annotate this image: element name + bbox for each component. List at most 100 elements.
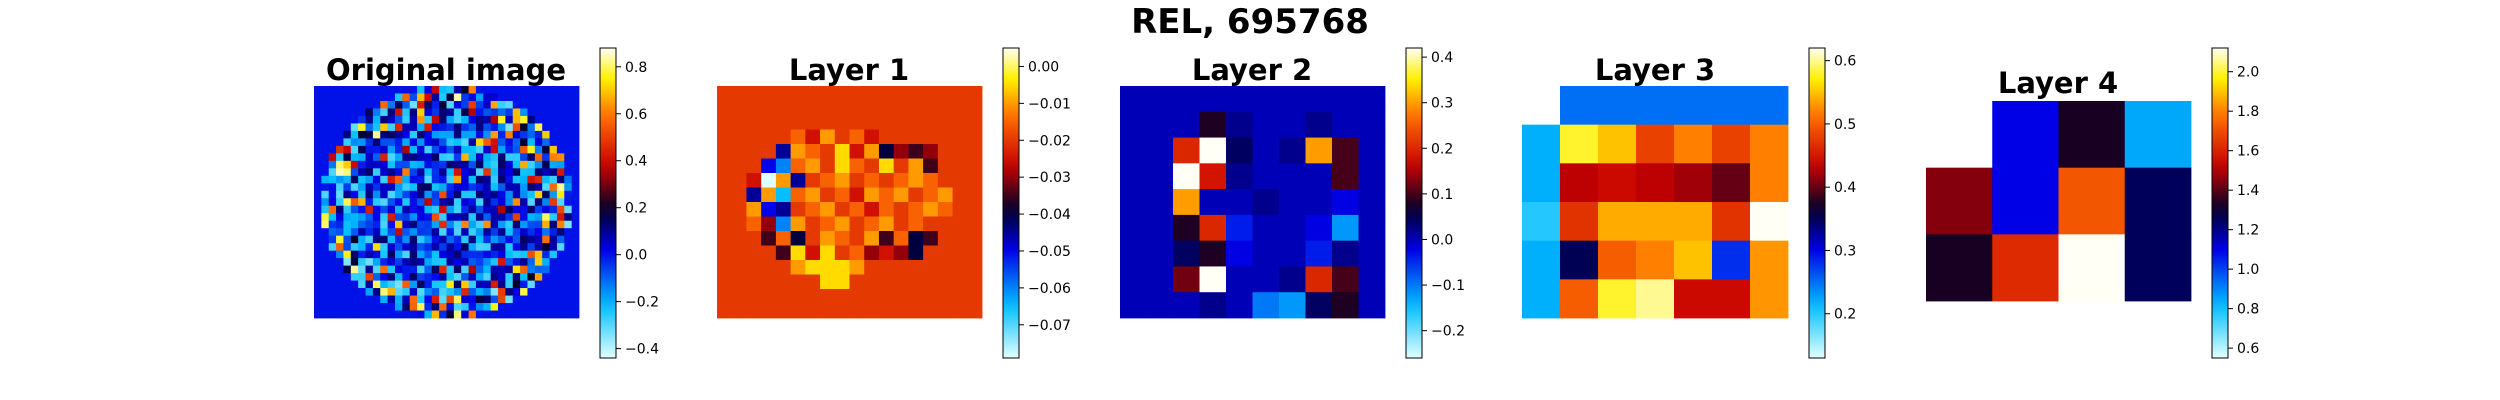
heatmap-cell (790, 129, 806, 145)
heatmap-cell (1560, 86, 1599, 126)
heatmap-cell (820, 173, 836, 188)
heatmap-cell (498, 213, 506, 222)
heatmap-cell (431, 280, 440, 289)
heatmap-cell (453, 213, 462, 222)
heatmap-cell (556, 160, 565, 169)
heatmap-cell (820, 129, 836, 145)
heatmap-cell (417, 235, 425, 244)
heatmap-cell (350, 295, 359, 304)
heatmap-cell (350, 108, 359, 117)
heatmap-cell (446, 258, 455, 267)
heatmap-cell (409, 235, 418, 244)
heatmap-cell (372, 100, 381, 109)
heatmap-cell (461, 138, 469, 147)
heatmap-cell (746, 289, 762, 304)
heatmap-cell (849, 274, 865, 290)
heatmap-cell (1305, 111, 1333, 138)
heatmap-cell (542, 198, 550, 207)
heatmap-cell (1146, 266, 1174, 293)
heatmap-cell (350, 265, 359, 274)
heatmap-cell (1120, 163, 1147, 190)
colorbar-tick-label: 1.4 (2237, 183, 2259, 199)
heatmap-cell (498, 190, 506, 199)
heatmap-cell (878, 260, 895, 275)
heatmap-cell (790, 187, 806, 203)
heatmap-cell (564, 108, 573, 117)
heatmap-cell (431, 115, 440, 124)
heatmap-cell (431, 250, 440, 259)
heatmap-cell (417, 86, 425, 94)
heatmap-cell (1358, 292, 1386, 319)
heatmap-cell (534, 145, 543, 154)
heatmap-cell (549, 265, 558, 274)
heatmap-cell (893, 289, 909, 304)
heatmap-cell (431, 205, 440, 214)
heatmap-cell (1332, 266, 1359, 293)
heatmap-cell (468, 250, 477, 259)
heatmap-cell (952, 216, 968, 232)
heatmap-cell (358, 198, 366, 207)
heatmap-cell (439, 228, 447, 237)
heatmap-cell (1226, 189, 1253, 216)
heatmap-cell (534, 168, 543, 177)
heatmap-cell (453, 280, 462, 289)
colorbar-tick-label: −0.01 (1028, 96, 1071, 112)
heatmap-cell (1305, 292, 1333, 319)
heatmap-cell (372, 243, 381, 252)
heatmap-cell (365, 183, 374, 192)
heatmap-cell (475, 168, 484, 177)
heatmap-cell (321, 310, 330, 319)
heatmap-cell (1750, 279, 1789, 319)
heatmap-cell (834, 260, 850, 275)
heatmap-cell (534, 160, 543, 169)
heatmap-cell (314, 228, 322, 237)
heatmap-cell (394, 198, 403, 207)
heatmap-cell (483, 108, 492, 117)
heatmap-cell (387, 303, 396, 311)
colorbar-tick-label: 0.2 (1834, 307, 1856, 323)
heatmap-cell (820, 274, 836, 290)
heatmap-cell (336, 273, 344, 281)
heatmap-cell (461, 160, 469, 169)
heatmap-cell (527, 108, 536, 117)
heatmap-cell (1674, 163, 1713, 203)
heatmap-cell (365, 160, 374, 169)
heatmap-cell (358, 138, 366, 147)
heatmap-cell (505, 190, 514, 199)
heatmap-cell (343, 175, 352, 184)
heatmap-cell (520, 243, 528, 252)
heatmap-cell (834, 86, 850, 101)
heatmap-cell (490, 295, 499, 304)
heatmap-cell (527, 198, 536, 207)
heatmap-cell (556, 250, 565, 259)
heatmap-cell (534, 86, 543, 94)
heatmap-cell (336, 138, 344, 147)
heatmap-cell (372, 175, 381, 184)
heatmap-cell (350, 235, 359, 244)
heatmap-cell (571, 145, 580, 154)
heatmap-cell (417, 273, 425, 281)
heatmap-cell (534, 310, 543, 319)
heatmap-cell (453, 93, 462, 102)
heatmap-cell (520, 228, 528, 237)
heatmap-cell (358, 205, 366, 214)
heatmap-cell (490, 138, 499, 147)
heatmap-cell (387, 265, 396, 274)
heatmap-cell (820, 187, 836, 203)
heatmap-cell (820, 245, 836, 261)
heatmap-cell (1712, 279, 1751, 319)
heatmap-cell (350, 303, 359, 311)
heatmap-cell (350, 273, 359, 281)
heatmap-cell (394, 280, 403, 289)
heatmap-cell (387, 115, 396, 124)
heatmap-cell (549, 100, 558, 109)
heatmap-cell (820, 100, 836, 116)
heatmap-cell (923, 173, 939, 188)
heatmap-cell (350, 168, 359, 177)
heatmap-cell (534, 303, 543, 311)
heatmap-cell (1252, 86, 1280, 113)
heatmap-cell (350, 288, 359, 296)
heatmap-cell (314, 138, 322, 147)
heatmap-cell (365, 273, 374, 281)
heatmap-cell (534, 130, 543, 139)
